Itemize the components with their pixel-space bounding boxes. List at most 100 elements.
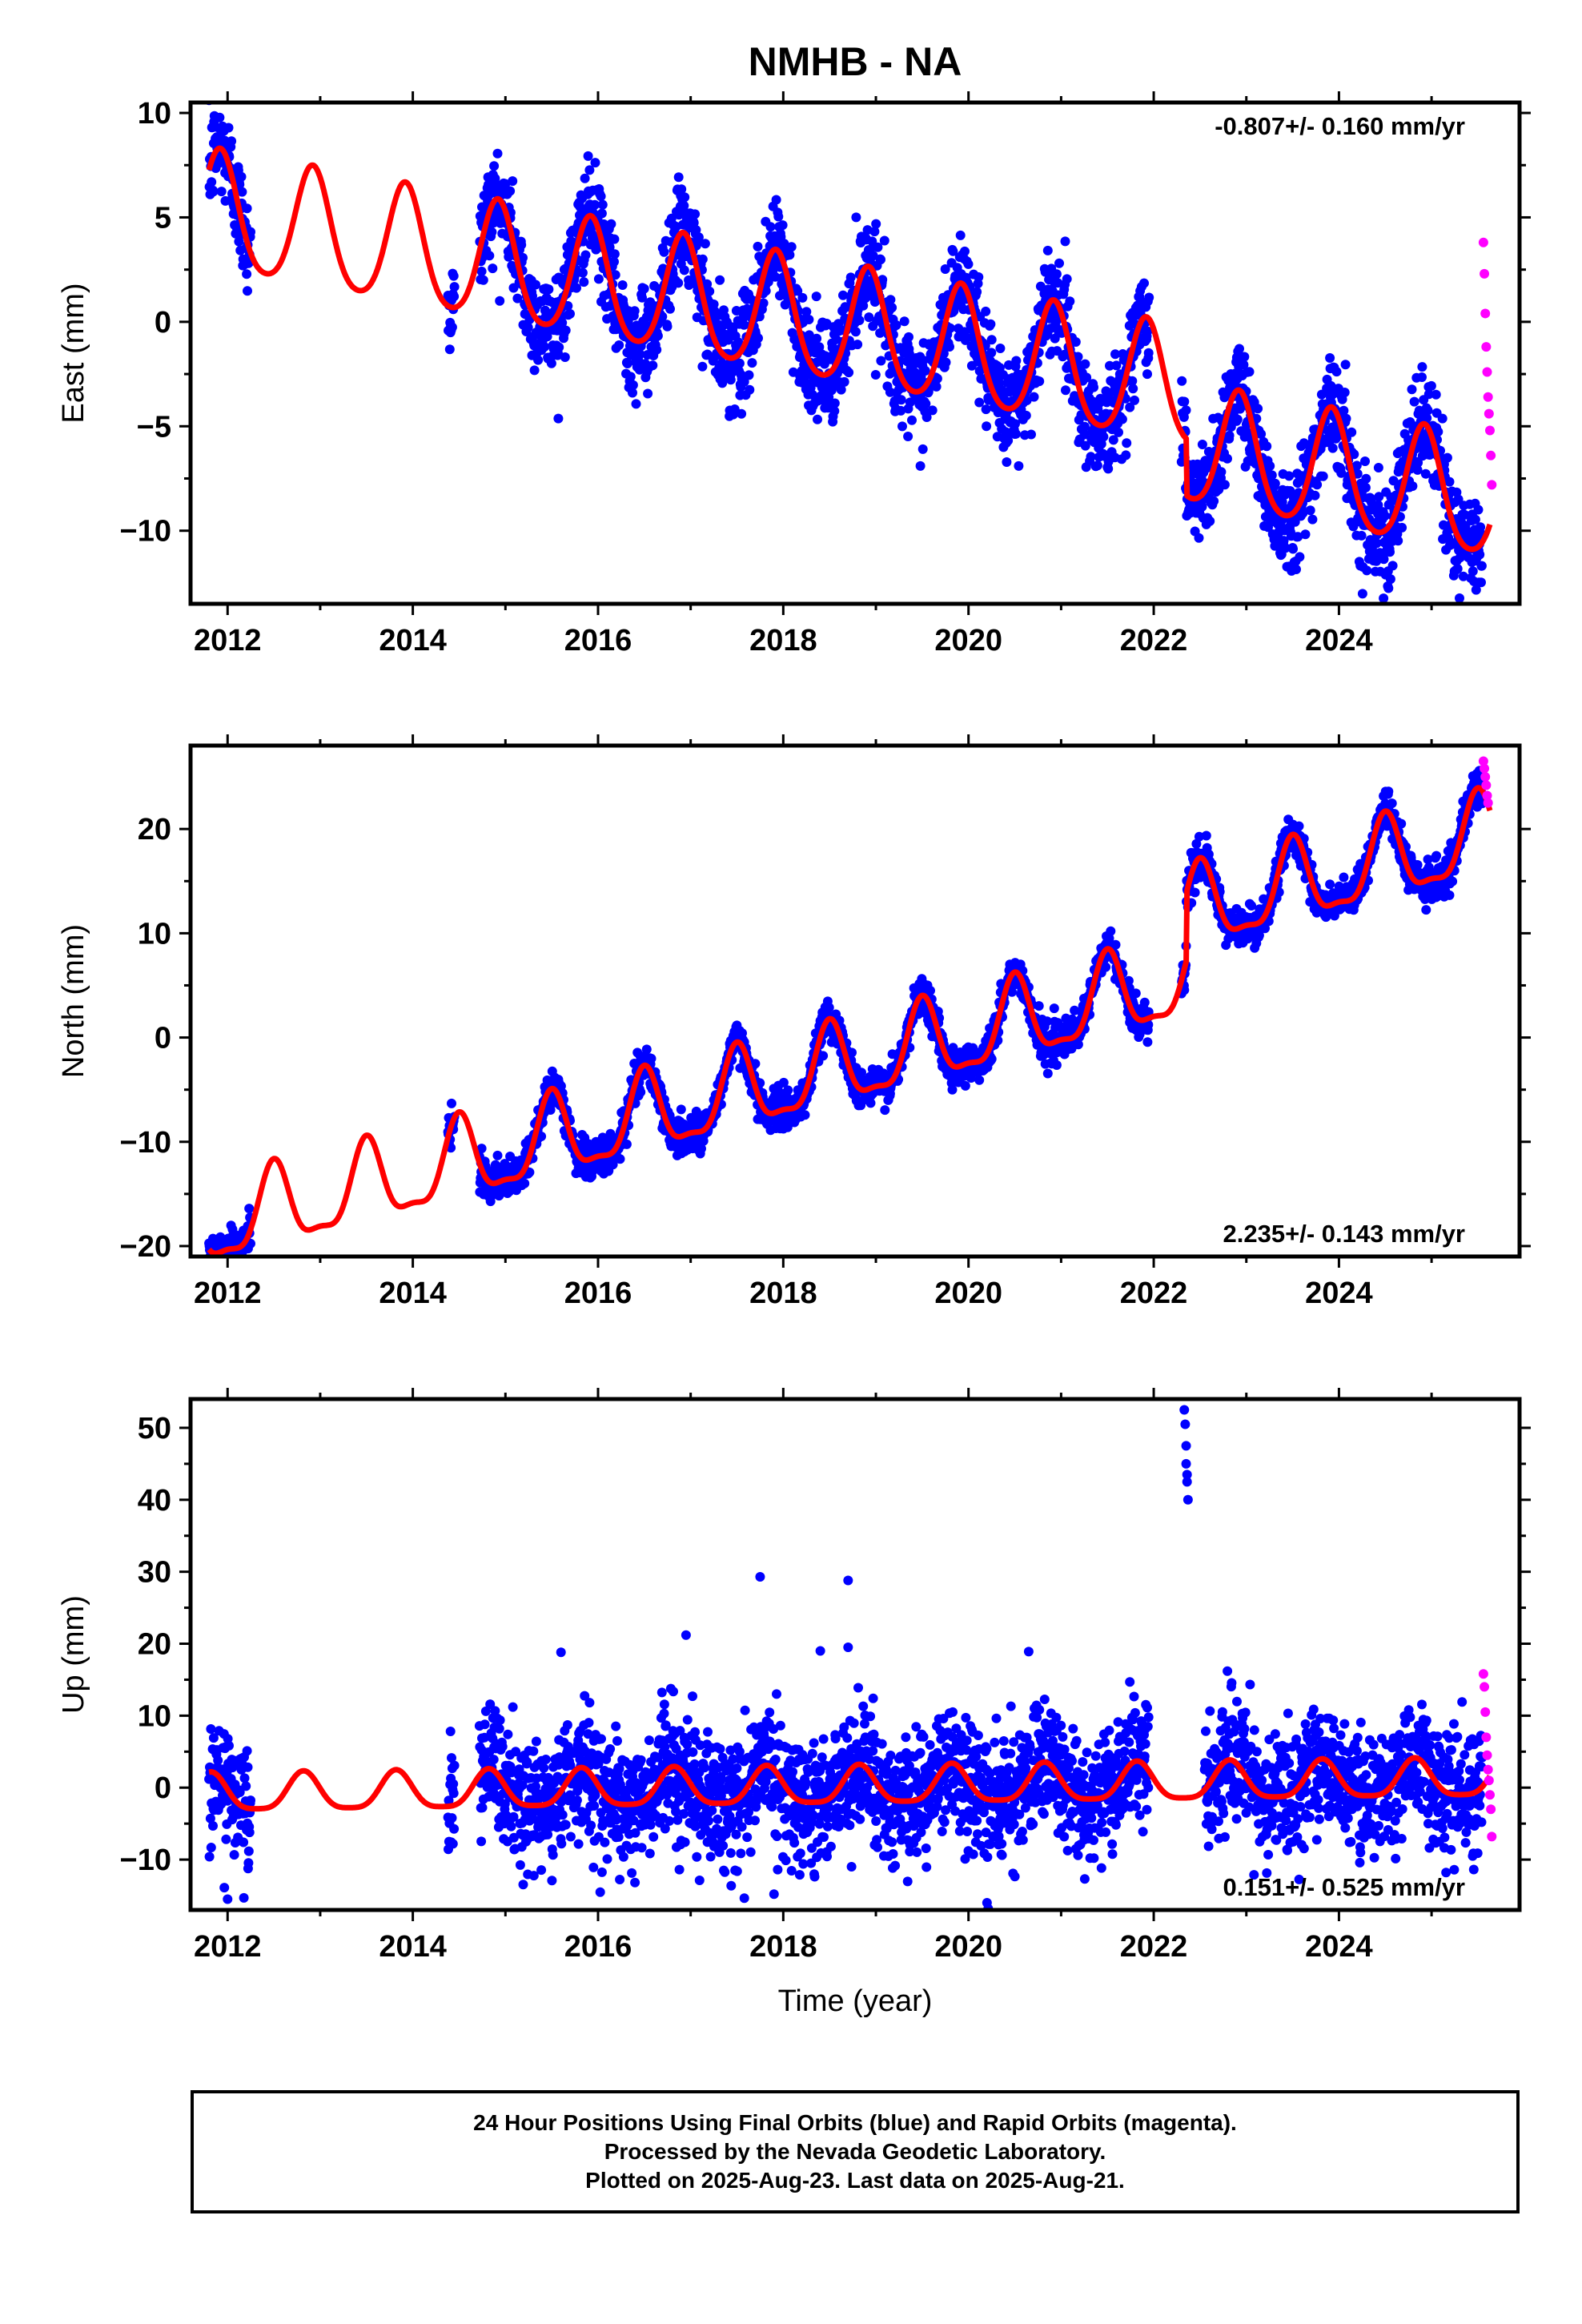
data-point	[444, 344, 455, 355]
data-point	[753, 241, 763, 251]
data-point	[931, 381, 942, 392]
data-point	[963, 259, 974, 269]
data-point	[676, 1104, 686, 1115]
data-point	[216, 187, 227, 197]
data-point	[903, 432, 913, 441]
data-point	[476, 1144, 487, 1154]
data-point	[528, 291, 537, 301]
data-point	[785, 250, 795, 260]
x-tick-label: 2022	[1120, 624, 1188, 657]
data-point	[1413, 457, 1423, 468]
data-point	[508, 176, 518, 187]
data-point	[505, 186, 516, 196]
data-point	[1336, 468, 1347, 478]
data-point	[484, 251, 495, 261]
rapid-orbit-point	[1484, 408, 1494, 419]
data-point	[932, 373, 942, 384]
data-point	[885, 295, 896, 305]
data-point	[734, 358, 745, 368]
data-point	[853, 340, 863, 350]
data-point	[813, 414, 822, 424]
data-point	[1086, 452, 1096, 462]
y-tick-label: 10	[138, 97, 171, 131]
data-point	[876, 255, 885, 265]
data-point	[1351, 460, 1362, 471]
data-point	[1284, 471, 1295, 481]
data-point	[800, 1110, 810, 1120]
data-point	[1079, 421, 1090, 432]
data-point	[1475, 549, 1485, 560]
y-tick-label: −10	[120, 515, 171, 549]
rapid-orbit-point	[1478, 237, 1488, 247]
data-point	[1385, 547, 1395, 557]
data-point	[1253, 404, 1263, 414]
data-point	[1239, 360, 1249, 370]
data-point	[242, 203, 252, 214]
data-point	[584, 165, 595, 175]
data-point	[520, 1178, 530, 1188]
data-point	[1417, 362, 1427, 372]
plot-frame	[188, 100, 1522, 606]
data-point	[739, 320, 749, 330]
data-point	[1468, 566, 1478, 577]
data-point	[211, 1262, 221, 1272]
data-point	[1079, 429, 1090, 440]
y-tick-label: 0	[155, 306, 171, 340]
data-point	[597, 199, 608, 210]
data-point	[1295, 552, 1305, 562]
data-point	[1458, 571, 1468, 581]
data-point	[920, 366, 930, 376]
rapid-orbit-point	[1487, 480, 1497, 490]
data-point	[945, 323, 955, 333]
data-point	[876, 356, 886, 366]
data-point	[1089, 382, 1098, 392]
data-point	[227, 136, 237, 147]
data-point	[845, 272, 856, 283]
data-point	[1262, 441, 1272, 452]
data-point	[1397, 522, 1407, 533]
data-point	[243, 286, 252, 296]
data-point	[844, 368, 854, 378]
data-point	[917, 444, 928, 454]
data-point	[1371, 538, 1382, 549]
data-point	[1065, 296, 1075, 307]
data-point	[1267, 470, 1277, 480]
data-point	[211, 1268, 221, 1277]
data-point	[1061, 385, 1070, 396]
data-point	[1412, 464, 1423, 475]
data-point	[1010, 428, 1021, 439]
data-point	[680, 192, 690, 203]
data-point	[836, 384, 846, 395]
data-point	[960, 1080, 970, 1091]
data-point	[700, 239, 710, 249]
data-point	[544, 284, 554, 295]
data-point	[610, 270, 620, 280]
north-panel: 2012 2014 2016 2018 2020 2022 2024−20−1001020N…	[57, 734, 1531, 1310]
data-point	[1219, 392, 1230, 403]
data-point	[447, 322, 457, 332]
data-point	[873, 242, 883, 252]
data-point	[1035, 281, 1046, 292]
data-point	[1026, 429, 1036, 440]
data-point	[850, 327, 861, 337]
data-point	[1216, 467, 1227, 477]
data-point	[1051, 1060, 1062, 1070]
data-point	[593, 274, 604, 284]
data-point	[1219, 480, 1230, 490]
data-point	[1325, 353, 1335, 363]
data-point	[818, 1051, 829, 1061]
data-point	[1433, 427, 1443, 437]
data-point	[641, 1044, 652, 1055]
data-point	[797, 292, 808, 303]
data-point	[1034, 376, 1045, 387]
data-point	[1437, 413, 1447, 424]
data-point	[478, 275, 488, 285]
data-point	[864, 312, 874, 323]
data-point	[677, 184, 687, 195]
rapid-orbit-point	[1486, 450, 1496, 460]
data-point	[244, 1204, 255, 1214]
data-point	[753, 333, 763, 344]
data-point	[1293, 532, 1303, 542]
data-point	[230, 1258, 239, 1268]
data-point	[590, 199, 600, 210]
